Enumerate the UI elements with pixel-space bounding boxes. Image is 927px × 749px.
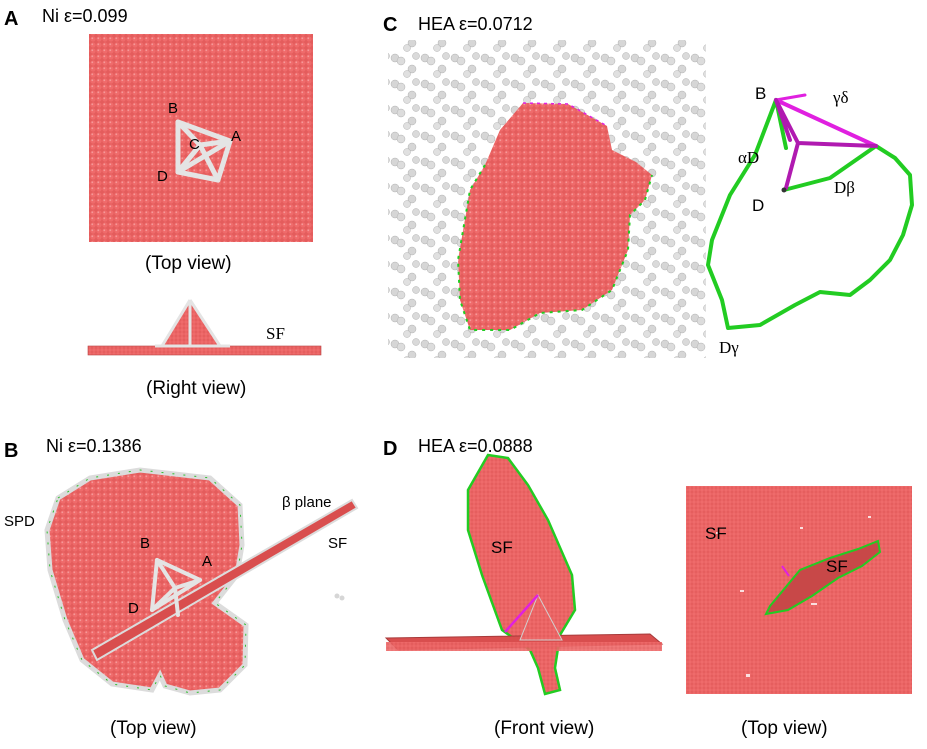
panel-c-green-loop	[706, 98, 914, 330]
panel-c-label-alpha-d: αD	[738, 148, 760, 167]
panel-b-spd-label: SPD	[4, 513, 35, 530]
panel-a-node-b: B	[168, 100, 179, 117]
panel-d-top-caption: (Top view)	[741, 718, 828, 739]
panel-b-beta-plane	[90, 498, 359, 662]
panel-d-sf-top-left: SF	[705, 524, 727, 543]
panel-b-node-b: B	[140, 535, 151, 552]
panel-b-node-a: A	[202, 553, 213, 570]
panel-a-sf-label: SF	[266, 324, 285, 343]
panel-a-letter: A	[4, 8, 19, 30]
panel-a-node-a: A	[231, 128, 242, 145]
panel-d-sf-front: SF	[491, 538, 513, 557]
panel-d-sf-top-center: SF	[826, 557, 848, 576]
panel-b-beta-plane-label: β plane	[282, 494, 332, 511]
panel-b-sf-label: SF	[328, 535, 348, 552]
panel-a-tetrahedron	[175, 119, 233, 183]
panel-d-title: HEA ε=0.0888	[418, 436, 533, 456]
panel-c-label-d-gamma: Dγ	[719, 338, 739, 357]
panel-c-label-b: B	[755, 84, 767, 103]
panel-a-top-slab	[89, 34, 313, 242]
panel-a-node-c: C	[189, 136, 200, 153]
panel-b-letter: B	[4, 440, 19, 462]
panel-d-front-caption: (Front view)	[494, 718, 595, 739]
panel-c-label-gamma-delta: γδ	[833, 88, 849, 107]
panel-d-front-sf	[466, 453, 577, 696]
panel-d-front-pyramid	[519, 593, 563, 641]
panel-b-title: Ni ε=0.1386	[46, 436, 142, 456]
panel-c-sf-region	[458, 103, 652, 330]
panel-a-top-caption: (Top view)	[145, 253, 232, 274]
panel-b-tetrahedron	[150, 558, 202, 617]
panel-d-letter: D	[383, 438, 398, 460]
panel-c-label-d: D	[752, 196, 765, 215]
panel-a-node-d: D	[157, 168, 168, 185]
panel-c-purple-lines	[774, 98, 878, 190]
panel-d-graphics	[384, 453, 912, 696]
panel-c-magenta-lines	[774, 98, 878, 148]
panel-b-graphics	[44, 467, 359, 696]
panel-c-label-d-beta: Dβ	[834, 178, 855, 197]
panel-b-node-d: D	[128, 600, 139, 617]
panel-a-graphics	[87, 34, 322, 356]
panel-b-caption: (Top view)	[110, 718, 197, 739]
panel-a-right-caption: (Right view)	[146, 378, 247, 399]
panel-d-top-dislocation	[764, 539, 882, 616]
panel-a-title: Ni ε=0.099	[42, 6, 128, 26]
panel-c-dislocation-network	[706, 93, 914, 330]
panel-c-title: HEA ε=0.0712	[418, 14, 533, 34]
panel-c-letter: C	[383, 14, 398, 36]
panel-c-graphics	[388, 40, 914, 358]
